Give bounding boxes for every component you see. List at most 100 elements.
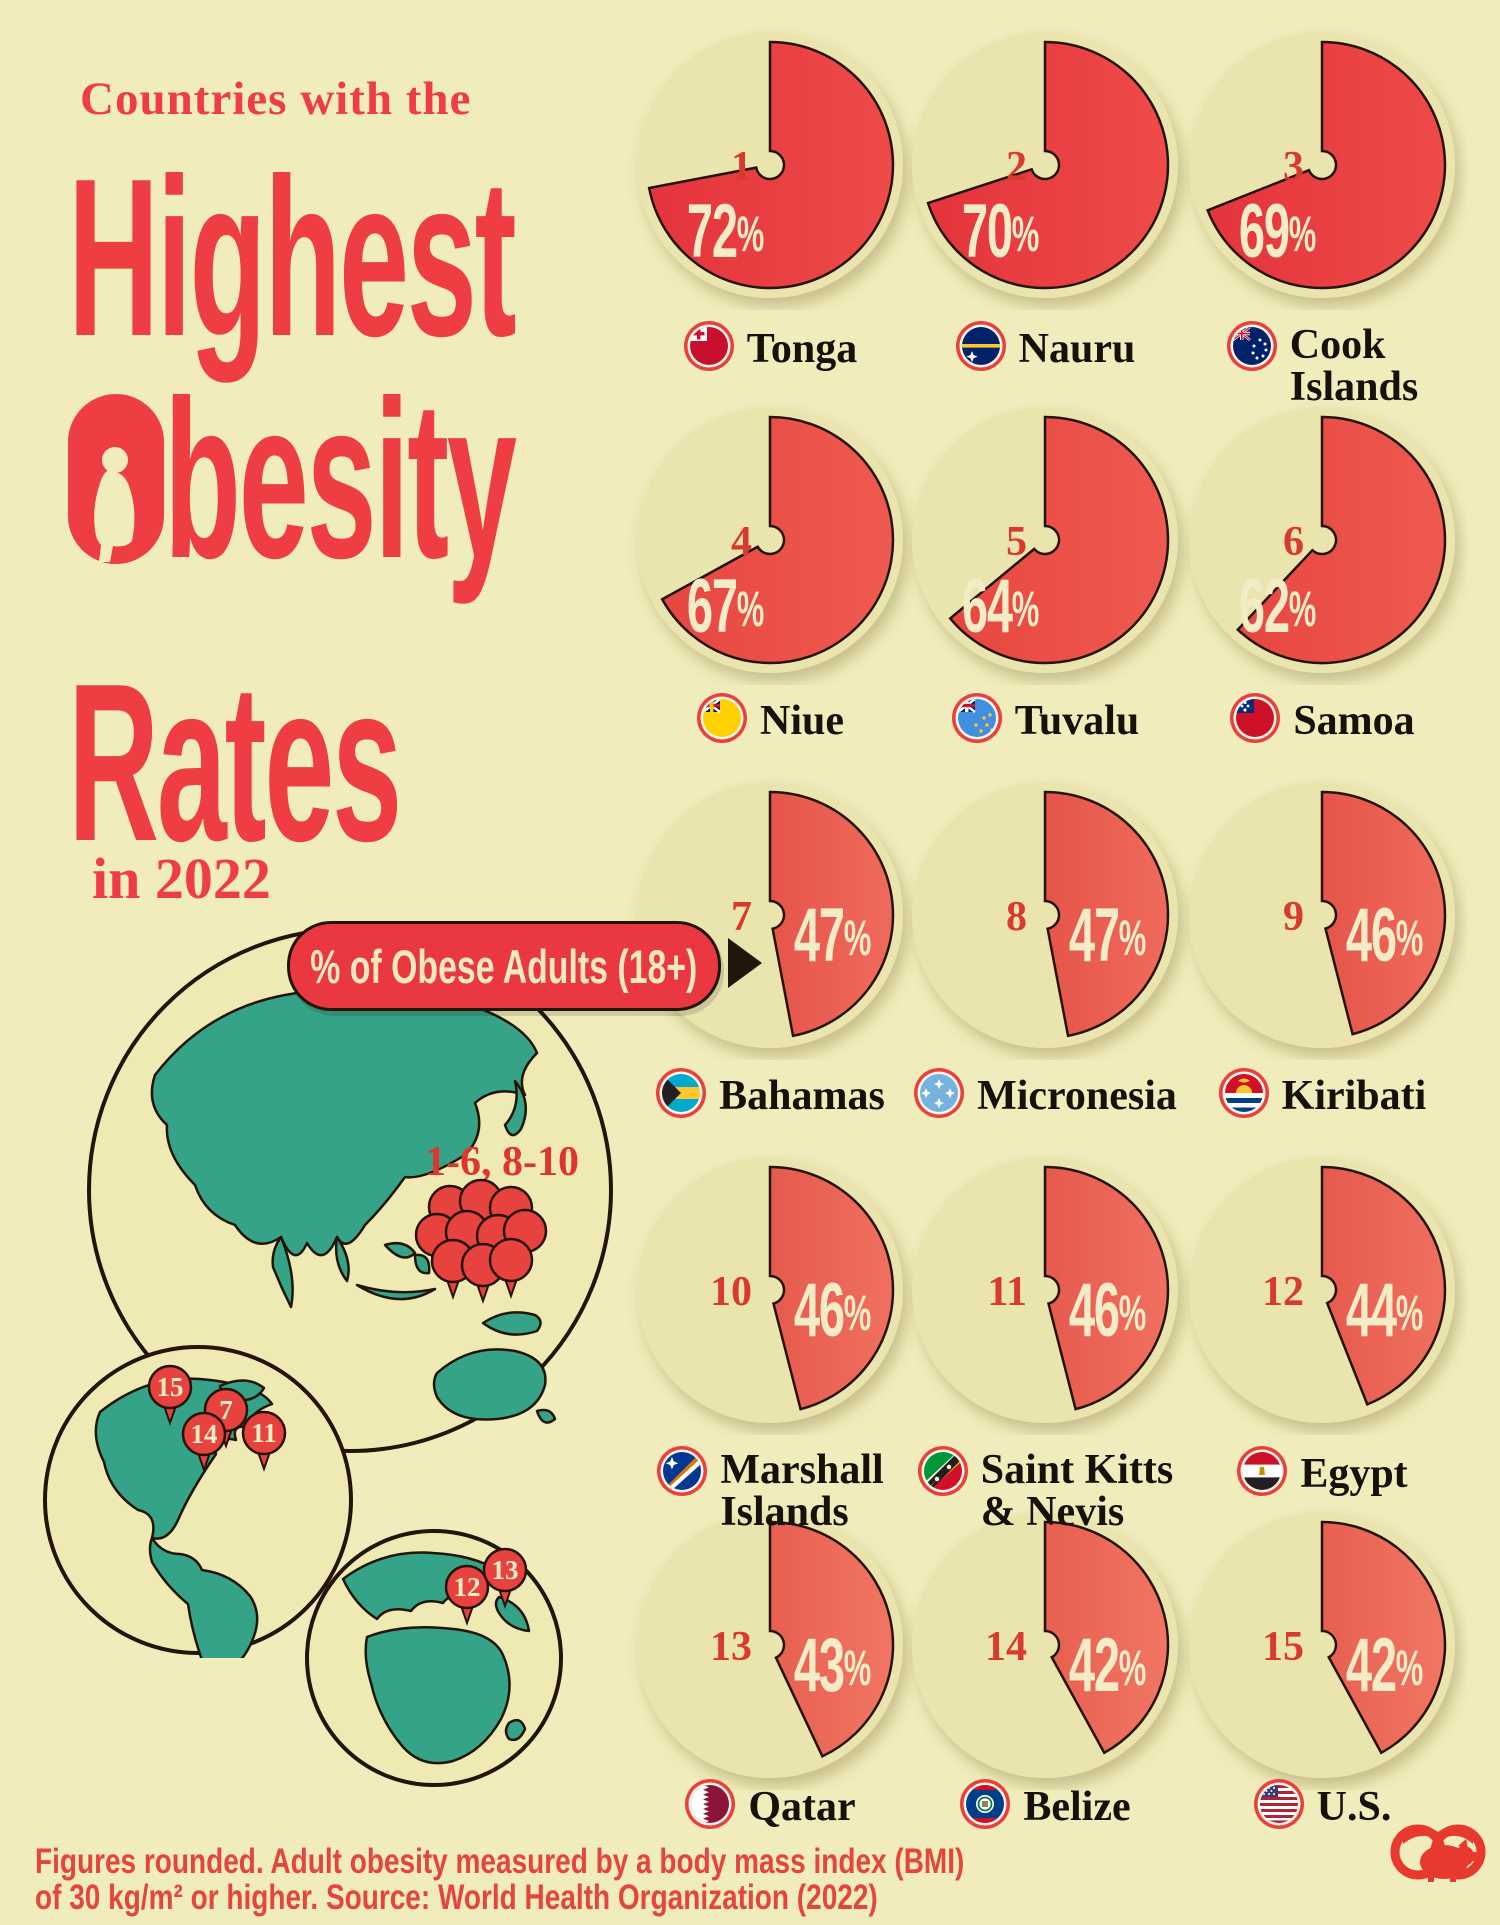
rank-number: 14: [985, 1624, 1027, 1670]
country-label-micronesia: Micronesia: [900, 1067, 1190, 1119]
svg-text:11: 11: [251, 1418, 277, 1448]
country-label-samoa: Samoa: [1177, 692, 1467, 744]
flag-bahamas-icon: [656, 1068, 707, 1118]
arrow-right-icon: [728, 938, 762, 988]
country-label-egypt: Egypt: [1177, 1445, 1467, 1497]
pie-wedge: [768, 790, 895, 1038]
country-name: Marshall Islands: [720, 1447, 884, 1535]
pie-rank-5: 5 64%: [912, 407, 1178, 673]
flag-saint_kitts-icon: [917, 1446, 968, 1496]
flag-niue-icon: [697, 693, 747, 743]
country-label-belize: Belize: [900, 1778, 1190, 1830]
percent-label: 44%: [1346, 1269, 1424, 1353]
title-line-obesity-rest: besity: [164, 353, 517, 605]
country-label-us: U.S.: [1177, 1778, 1467, 1830]
pie-rank-13: 13 43%: [637, 1512, 903, 1778]
pie-rank-8: 8 47%: [912, 782, 1178, 1048]
country-name: U.S.: [1316, 1784, 1392, 1830]
country-name: Niue: [760, 698, 844, 744]
country-name: Cook Islands: [1289, 322, 1419, 410]
country-label-marshall_islands: Marshall Islands: [625, 1445, 915, 1533]
country-label-bahamas: Bahamas: [625, 1067, 915, 1119]
svg-text:70%: 70%: [962, 190, 1039, 274]
country-label-cook_islands: Cook Islands: [1177, 320, 1467, 408]
flag-cook_islands-icon: [1226, 321, 1277, 371]
rank-number: 13: [710, 1624, 752, 1670]
pie-rank-10: 10 46%: [637, 1157, 903, 1423]
pie-rank-2: 2 70%: [912, 32, 1178, 298]
country-label-qatar: Qatar: [625, 1778, 915, 1830]
pie-wedge: [1206, 40, 1447, 290]
legend-pill-label: % of Obese Adults (18+): [310, 939, 698, 993]
europe-africa-pins: 12 13: [444, 1547, 528, 1627]
pie-rank-12: 12 44%: [1189, 1157, 1455, 1423]
pie-wedge: [1043, 790, 1170, 1038]
country-name: Tonga: [746, 326, 858, 372]
map-cluster-label: 1-6, 8-10: [425, 1139, 579, 1185]
pie-rank-1: 1 72%: [637, 32, 903, 298]
title-kicker: Countries with the: [80, 73, 472, 125]
flag-tuvalu-icon: [951, 693, 1002, 743]
map-pin-13: 13: [482, 1547, 528, 1610]
pie-rank-3: 3 69%: [1189, 32, 1455, 298]
country-label-niue: Niue: [625, 692, 915, 744]
rank-number: 9: [1283, 894, 1304, 940]
pie-rank-14: 14 42%: [912, 1512, 1178, 1778]
flag-nauru-icon: [955, 321, 1006, 371]
rank-number: 5: [1006, 519, 1027, 565]
pie-wedge: [660, 415, 895, 665]
footnote: Figures rounded. Adult obesity measured …: [35, 1843, 964, 1918]
flag-tonga-icon: [683, 321, 734, 371]
obesity-o-block: [68, 394, 164, 564]
rank-number: 12: [1262, 1269, 1304, 1315]
country-name: Samoa: [1293, 698, 1415, 744]
pie-wedge: [1043, 1165, 1170, 1411]
map-pin-icon: [488, 1237, 534, 1300]
percent-label: 70%: [962, 190, 1040, 274]
rank-number: 4: [731, 519, 752, 565]
svg-text:46%: 46%: [1346, 894, 1423, 978]
flag-kiribati-icon: [1218, 1068, 1269, 1118]
title-line-highest: Highest: [68, 131, 517, 383]
pie-wedge: [768, 1520, 895, 1758]
map-pin-15: 15: [147, 1364, 193, 1427]
map-pin-12: 12: [444, 1564, 490, 1627]
flag-us-icon: [1253, 1779, 1304, 1829]
legend-pill: % of Obese Adults (18+): [287, 921, 721, 1011]
rank-number: 6: [1283, 519, 1304, 565]
rank-number: 7: [731, 894, 752, 940]
americas-pins: 15 7 14 11: [147, 1364, 287, 1474]
flag-belize-icon: [960, 1779, 1011, 1829]
pie-rank-9: 9 46%: [1189, 782, 1455, 1048]
pie-wedge: [926, 40, 1170, 290]
svg-text:15: 15: [157, 1372, 184, 1402]
flag-qatar-icon: [685, 1779, 736, 1829]
svg-text:12: 12: [454, 1572, 481, 1602]
rank-number: 10: [710, 1269, 752, 1315]
title-line-obesity: besity: [68, 353, 790, 605]
country-name: Micronesia: [977, 1073, 1177, 1119]
rank-number: 1: [731, 144, 752, 190]
country-name: Tuvalu: [1014, 698, 1140, 744]
title-year: in 2022: [92, 846, 271, 911]
title-line-rates: Rates: [68, 636, 402, 888]
footnote-line-2: of 30 kg/m² or higher. Source: World Hea…: [35, 1878, 878, 1918]
pie-rank-11: 11 46%: [912, 1157, 1178, 1423]
globe-asia-pacific: [87, 927, 613, 1453]
country-label-nauru: Nauru: [900, 320, 1190, 372]
rank-number: 3: [1283, 144, 1304, 190]
person-silhouette-icon: [94, 447, 135, 562]
flag-micronesia-icon: [914, 1068, 965, 1118]
pie-wedge: [1043, 1520, 1170, 1755]
pie-wedge: [768, 1165, 895, 1411]
flag-egypt-icon: [1237, 1446, 1288, 1496]
svg-text:7: 7: [219, 1395, 233, 1425]
country-name: Belize: [1023, 1784, 1131, 1830]
country-name: Nauru: [1018, 326, 1136, 372]
pie-wedge: [1236, 415, 1447, 665]
pie-wedge: [1320, 1165, 1447, 1406]
rank-number: 11: [987, 1269, 1027, 1315]
pin-cluster: [414, 1178, 548, 1305]
svg-text:44%: 44%: [1346, 1269, 1423, 1353]
